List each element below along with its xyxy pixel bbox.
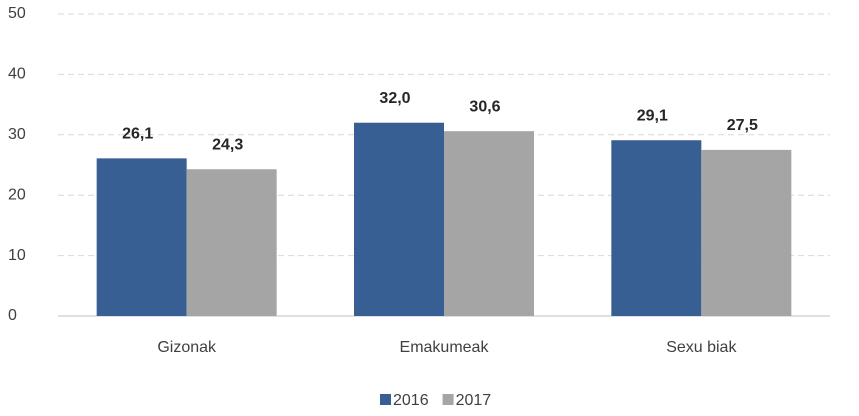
x-tick-label: Sexu biak — [666, 339, 737, 356]
bar — [354, 122, 444, 316]
legend-label: 2017 — [456, 392, 492, 409]
y-tick-label: 20 — [8, 186, 26, 203]
bar — [611, 140, 702, 316]
bar — [186, 169, 277, 316]
x-tick-label: Gizonak — [157, 339, 217, 356]
y-tick-label: 10 — [8, 247, 26, 264]
legend-swatch — [442, 394, 454, 405]
value-label: 27,5 — [727, 117, 758, 134]
value-label: 32,0 — [379, 90, 410, 107]
x-tick-label: Emakumeak — [400, 339, 490, 356]
bar — [444, 131, 534, 316]
bar — [701, 149, 792, 316]
y-tick-label: 50 — [8, 5, 26, 22]
bar — [96, 158, 187, 316]
value-label: 24,3 — [212, 136, 243, 153]
y-tick-label: 30 — [8, 126, 26, 143]
legend-label: 2016 — [393, 392, 429, 409]
value-label: 26,1 — [122, 126, 153, 143]
value-label: 30,6 — [469, 98, 500, 115]
value-label: 29,1 — [637, 107, 668, 124]
legend-swatch — [380, 394, 391, 405]
y-tick-label: 0 — [8, 307, 17, 324]
y-tick-label: 40 — [8, 66, 26, 83]
